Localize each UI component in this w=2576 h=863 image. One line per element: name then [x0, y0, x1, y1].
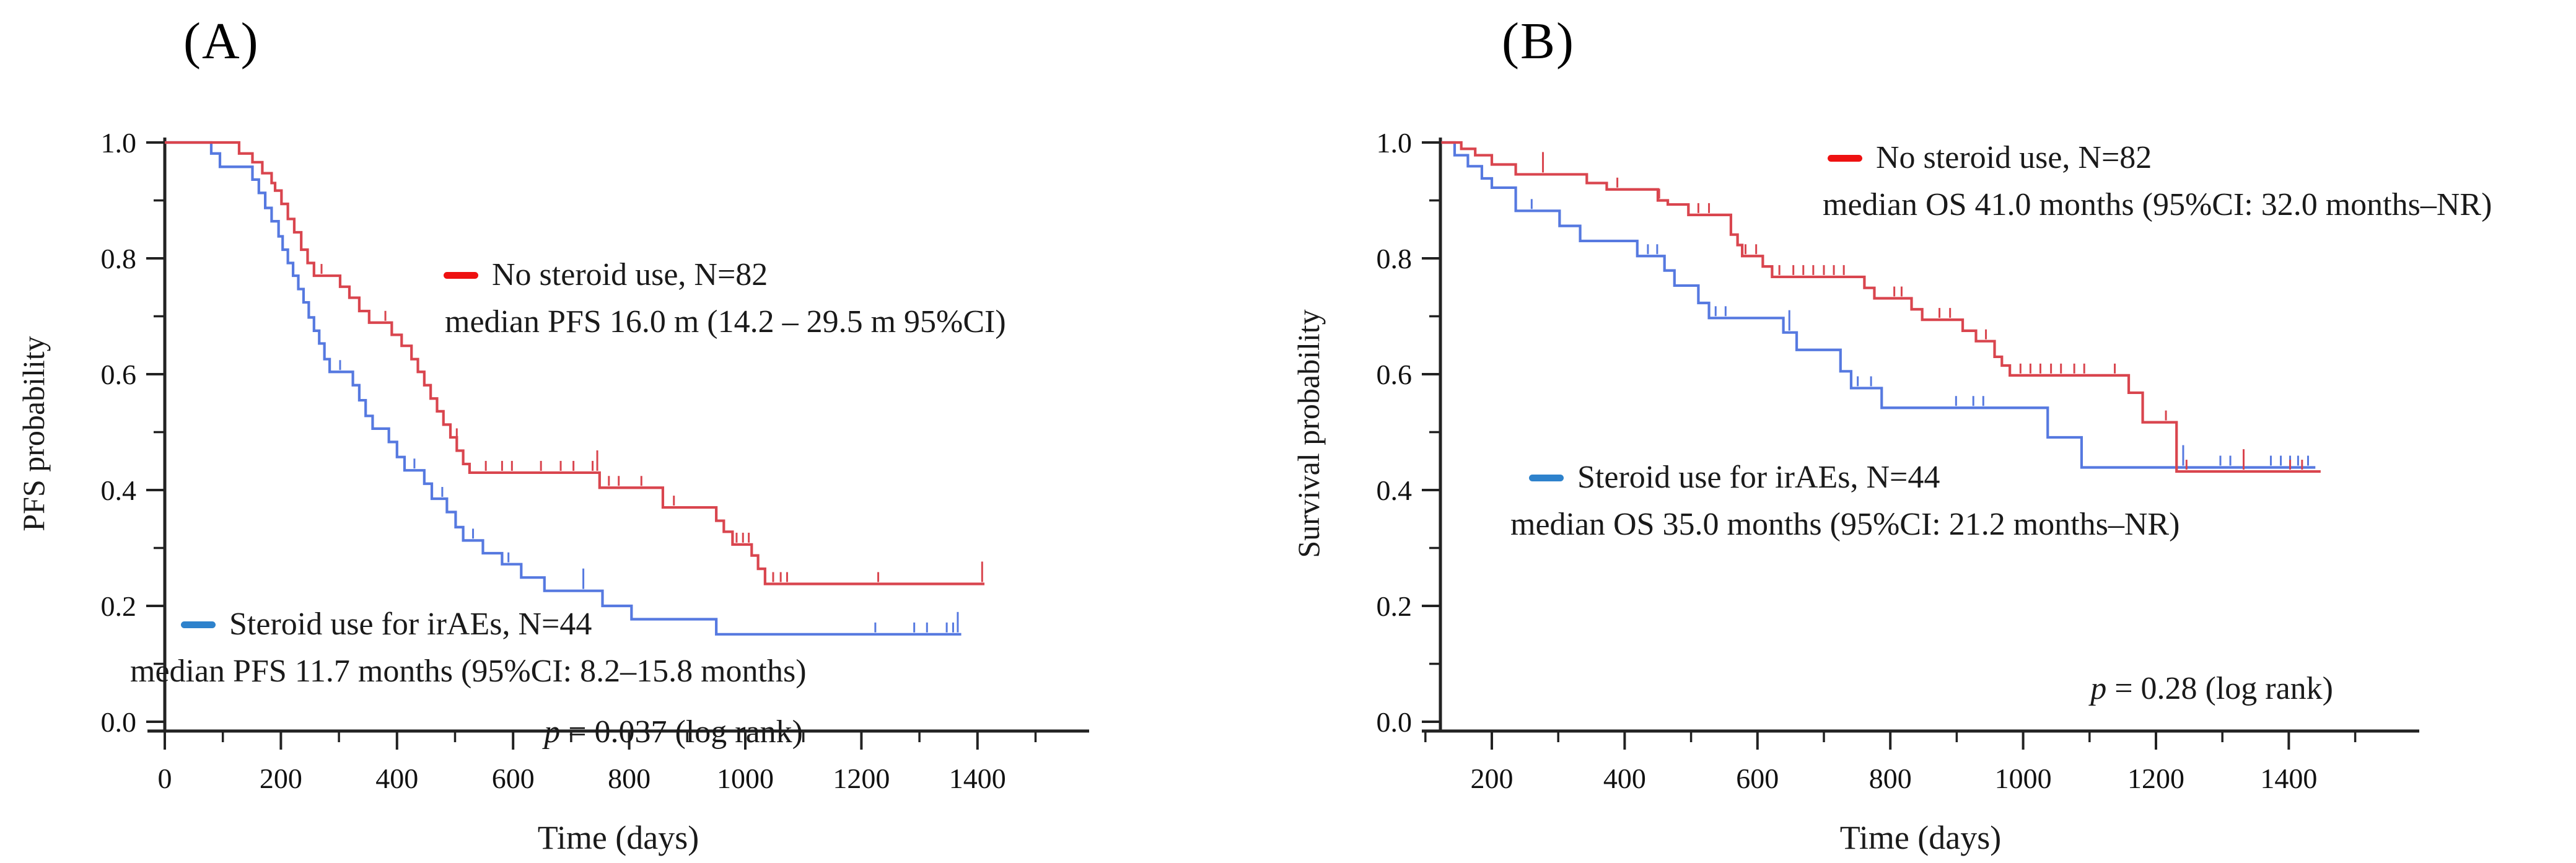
x-tick-label: 600	[492, 763, 535, 794]
survival-curve-red	[165, 141, 985, 585]
x-tick-label: 200	[260, 763, 302, 794]
panel-a-x-axis-title: Time (days)	[537, 819, 699, 856]
red-legend-dash-icon	[444, 271, 478, 279]
y-tick-label: 0.2	[1377, 590, 1413, 622]
survival-curve-blue	[1441, 141, 2316, 469]
y-tick-label: 0.0	[1377, 706, 1413, 738]
x-tick-label: 1200	[833, 763, 890, 794]
panel-a-legend-red-line2: median PFS 16.0 m (14.2 – 29.5 m 95%CI)	[445, 304, 1006, 340]
x-tick-label: 400	[1603, 763, 1646, 794]
y-tick-label: 0.2	[101, 590, 137, 622]
panel-b-legend-blue-line2: median OS 35.0 months (95%CI: 21.2 month…	[1510, 507, 2180, 542]
panel-b-label: (B)	[1502, 12, 1575, 70]
x-tick-label: 200	[1471, 763, 1514, 794]
y-tick-label: 0.4	[101, 475, 137, 506]
x-tick-label: 800	[608, 763, 651, 794]
x-tick-label: 400	[375, 763, 418, 794]
panel-a-p-value: p = 0.037 (log rank)	[544, 714, 803, 750]
x-tick-label: 800	[1869, 763, 1912, 794]
survival-curve-blue	[165, 141, 962, 636]
panel-a-legend-blue-line2: median PFS 11.7 months (95%CI: 8.2–15.8 …	[130, 654, 807, 689]
panel-a-legend-blue-line1: Steroid use for irAEs, N=44	[229, 607, 592, 642]
x-tick-label: 1000	[1995, 763, 2052, 794]
panel-b-p-value: p = 0.28 (log rank)	[2090, 670, 2333, 707]
panel-b-x-axis-title: Time (days)	[1839, 819, 2002, 856]
y-tick-label: 1.0	[1377, 127, 1413, 159]
y-tick-label: 0.8	[1377, 243, 1413, 274]
panel-a-legend-steroid: Steroid use for irAEs, N=44 median PFS 1…	[130, 607, 807, 690]
blue-legend-dash-icon	[181, 621, 216, 628]
panel-a-p-text: = 0.037 (log rank)	[560, 714, 803, 750]
panel-b-legend-steroid: Steroid use for irAEs, N=44 median OS 35…	[1510, 460, 2180, 543]
panel-b-legend-blue-line1: Steroid use for irAEs, N=44	[1577, 460, 1940, 495]
panel-a-label: (A)	[183, 12, 260, 70]
x-tick-label: 1400	[949, 763, 1006, 794]
x-tick-label: 1400	[2260, 763, 2317, 794]
blue-legend-dash-icon	[1529, 474, 1564, 481]
panel-a-p-symbol: p	[544, 714, 561, 750]
y-tick-label: 0.0	[101, 706, 137, 738]
panel-a-legend-red-line1: No steroid use, N=82	[492, 257, 768, 292]
x-tick-label: 1200	[2127, 763, 2184, 794]
panel-b-legend-red-line2: median OS 41.0 months (95%CI: 32.0 month…	[1823, 187, 2492, 222]
x-tick-label: 1000	[717, 763, 774, 794]
panel-b-p-text: = 0.28 (log rank)	[2106, 671, 2333, 706]
y-tick-label: 0.4	[1377, 475, 1413, 506]
panel-a-legend-no-steroid: No steroid use, N=82 median PFS 16.0 m (…	[444, 257, 1006, 340]
panel-b-legend-no-steroid: No steroid use, N=82 median OS 41.0 mont…	[1823, 140, 2492, 223]
panel-b-p-symbol: p	[2090, 671, 2107, 706]
y-tick-label: 0.6	[1377, 359, 1413, 390]
y-tick-label: 0.6	[101, 359, 137, 390]
y-tick-label: 0.8	[101, 243, 137, 274]
red-legend-dash-icon	[1828, 154, 1862, 162]
panel-b-legend-red-line1: No steroid use, N=82	[1876, 140, 2152, 175]
x-tick-label: 0	[158, 763, 172, 794]
panel-b-y-axis-title: Survival probability	[1291, 309, 1326, 558]
panel-a-y-axis-title: PFS probability	[16, 336, 51, 532]
y-tick-label: 1.0	[101, 127, 137, 159]
x-tick-label: 600	[1736, 763, 1779, 794]
survival-curve-red	[1441, 141, 2321, 473]
